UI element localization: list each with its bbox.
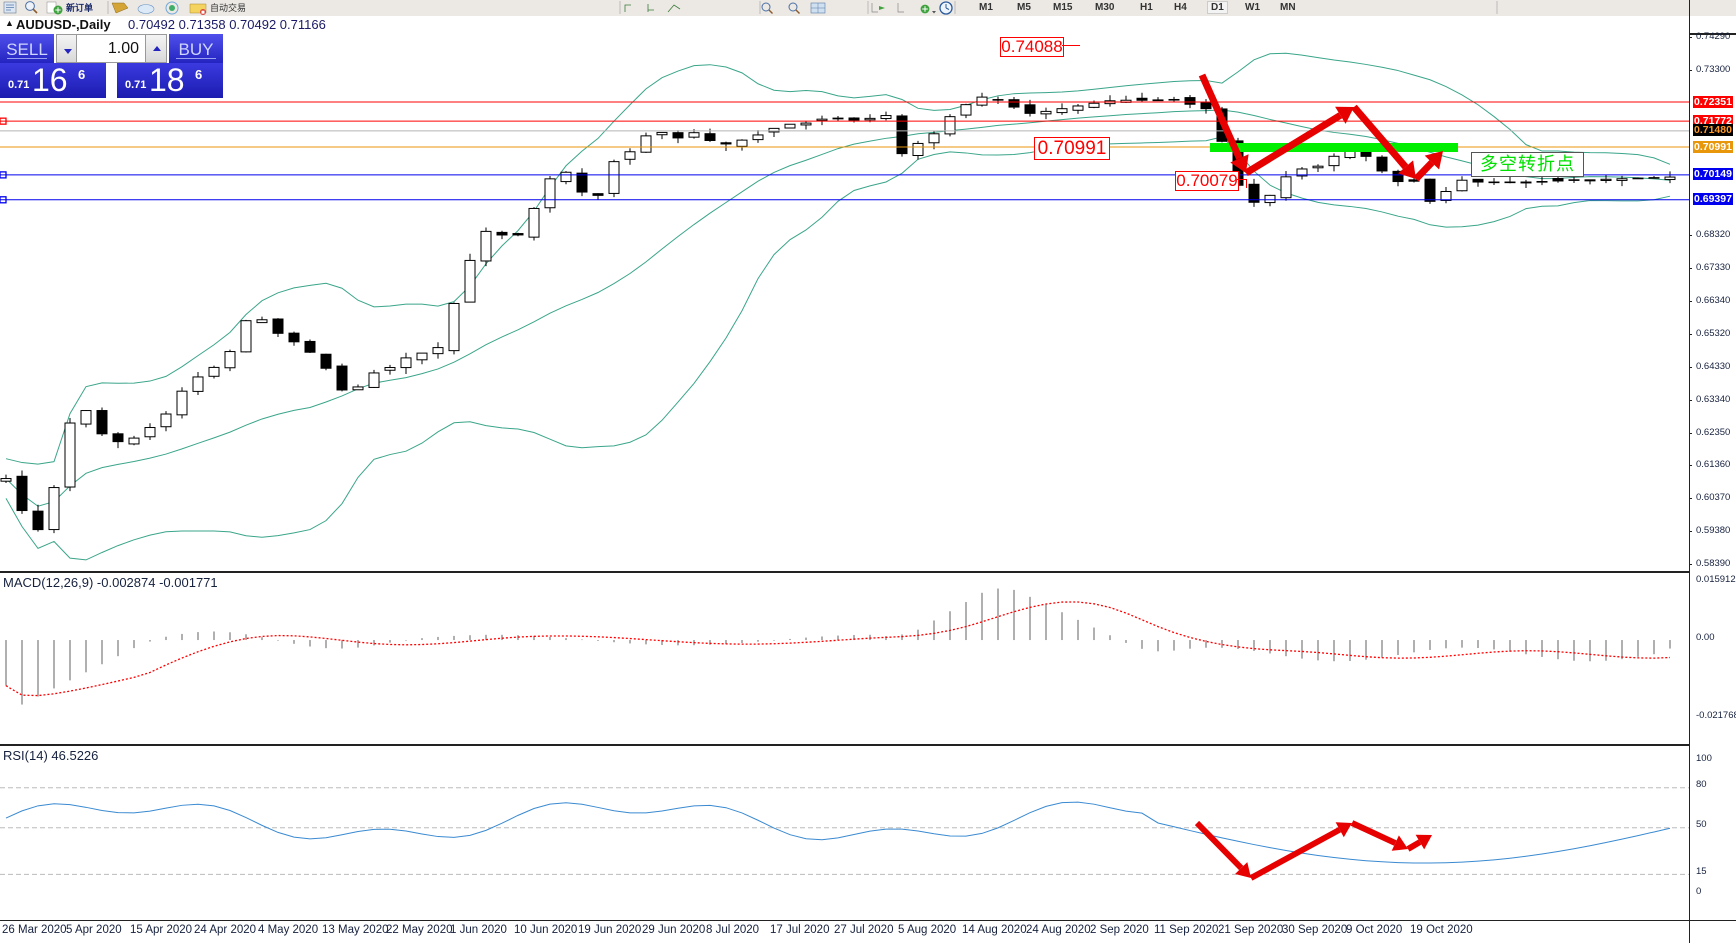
svg-text:自动交易: 自动交易: [210, 2, 246, 13]
svg-text:新订单: 新订单: [66, 2, 93, 13]
